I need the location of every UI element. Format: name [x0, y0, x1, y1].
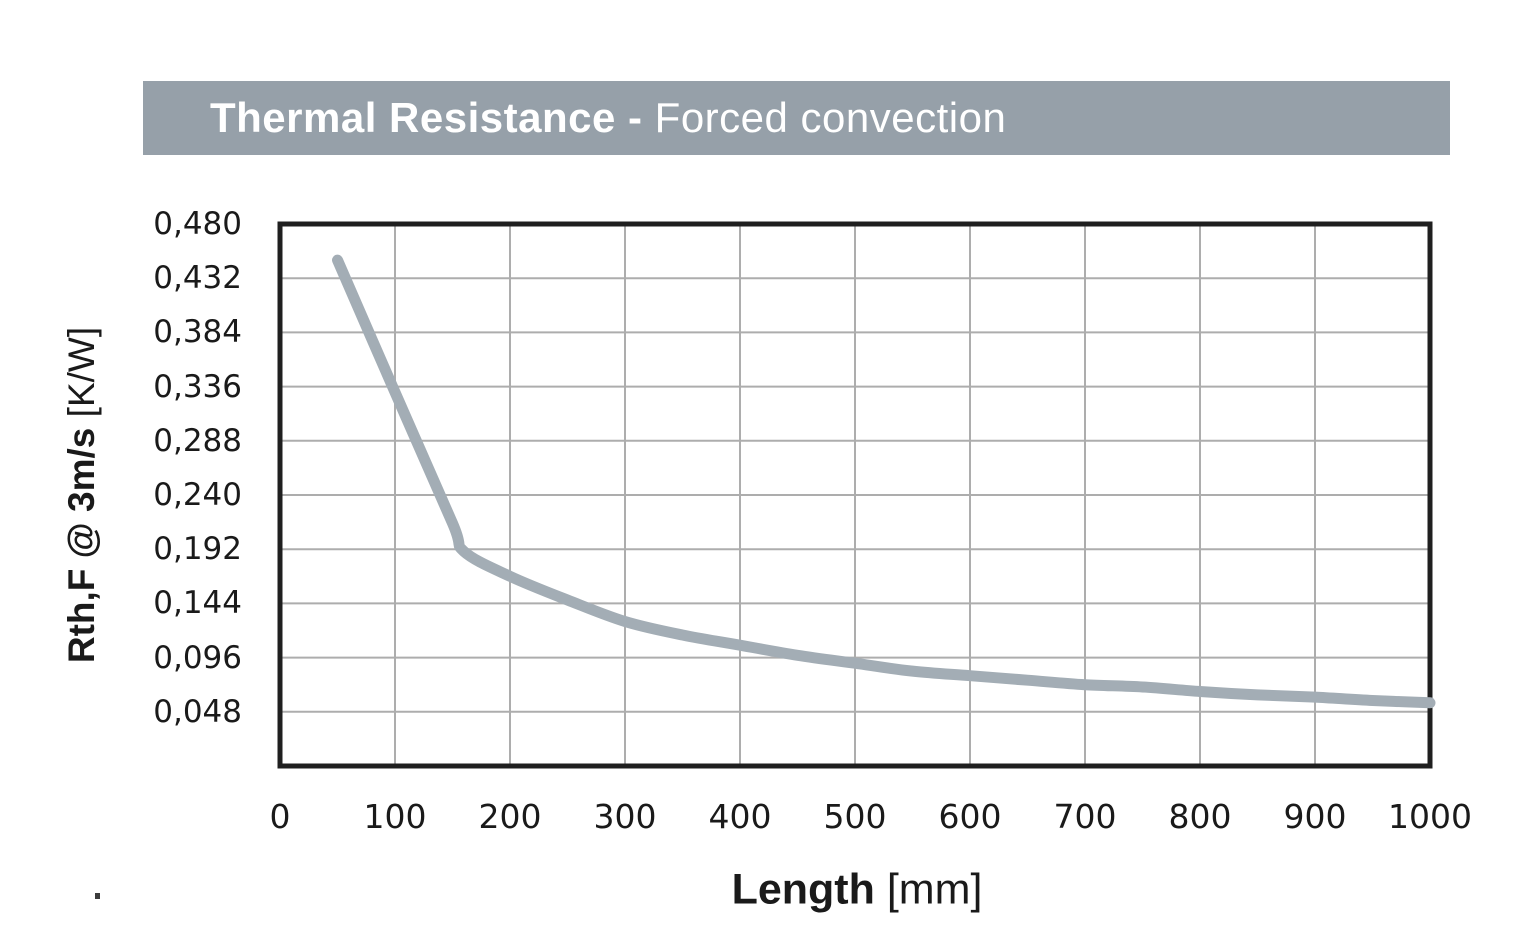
x-tick-label: 300	[593, 797, 657, 836]
x-tick-label: 0	[269, 797, 291, 836]
stray-dot	[95, 893, 100, 899]
x-tick-label: 800	[1168, 797, 1232, 836]
x-tick-label: 700	[1053, 797, 1117, 836]
x-axis-title-main: Length	[731, 865, 875, 914]
y-axis-title-main: Rth,F @ 3m/s	[61, 427, 102, 664]
series-line-rthf	[332, 254, 1436, 709]
x-tick-label: 1000	[1388, 797, 1472, 836]
y-tick-label: 0,096	[153, 639, 242, 676]
chart-title-sub: Forced convection	[654, 94, 1007, 141]
y-tick-label: 0,192	[153, 531, 242, 568]
y-axis-title-unit: [K/W]	[61, 326, 102, 418]
y-tick-label: 0,048	[153, 693, 242, 730]
x-axis-title: Length [mm]	[732, 866, 983, 915]
plot-area	[277, 221, 1436, 769]
chart-title-bar: Thermal Resistance - Forced convection	[143, 81, 1450, 155]
y-axis-title: Rth,F @ 3m/s [K/W]	[61, 327, 103, 663]
x-tick-label: 100	[363, 797, 427, 836]
y-tick-label: 0,336	[153, 368, 242, 405]
x-tick-label: 200	[478, 797, 542, 836]
chart-title-main: Thermal Resistance -	[210, 94, 655, 141]
x-axis-title-unit: [mm]	[886, 865, 983, 914]
x-tick-label: 500	[823, 797, 887, 836]
plot-border	[277, 221, 1433, 769]
x-tick-label: 900	[1283, 797, 1347, 836]
y-tick-label: 0,480	[153, 206, 242, 242]
x-tick-label: 600	[938, 797, 1002, 836]
y-tick-label: 0,432	[153, 260, 242, 297]
x-tick-label: 400	[708, 797, 772, 836]
y-tick-label: 0,288	[153, 422, 242, 459]
y-tick-label: 0,144	[153, 585, 242, 622]
y-tick-label: 0,240	[153, 477, 242, 513]
y-tick-label: 0,384	[153, 314, 242, 351]
